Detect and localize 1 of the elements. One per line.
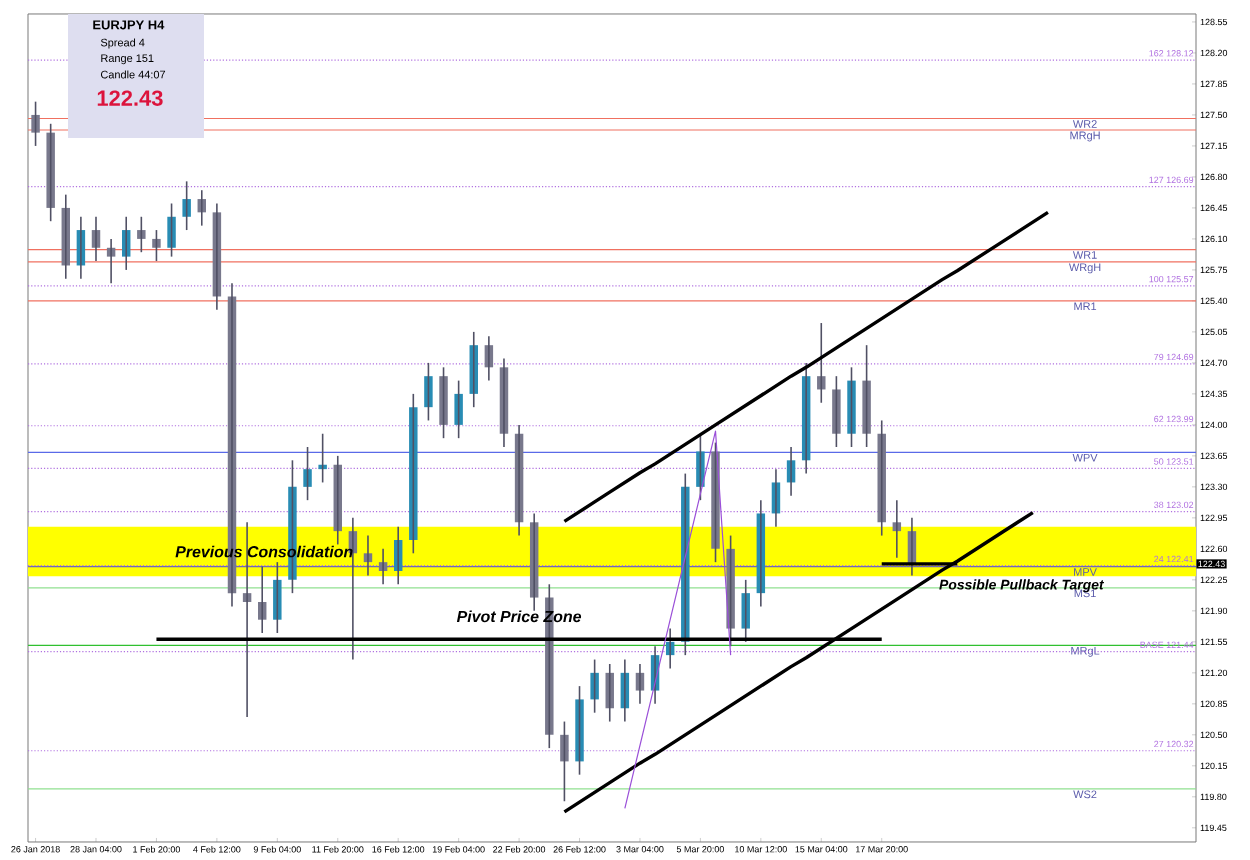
annotation: 122.43 [97,90,163,107]
